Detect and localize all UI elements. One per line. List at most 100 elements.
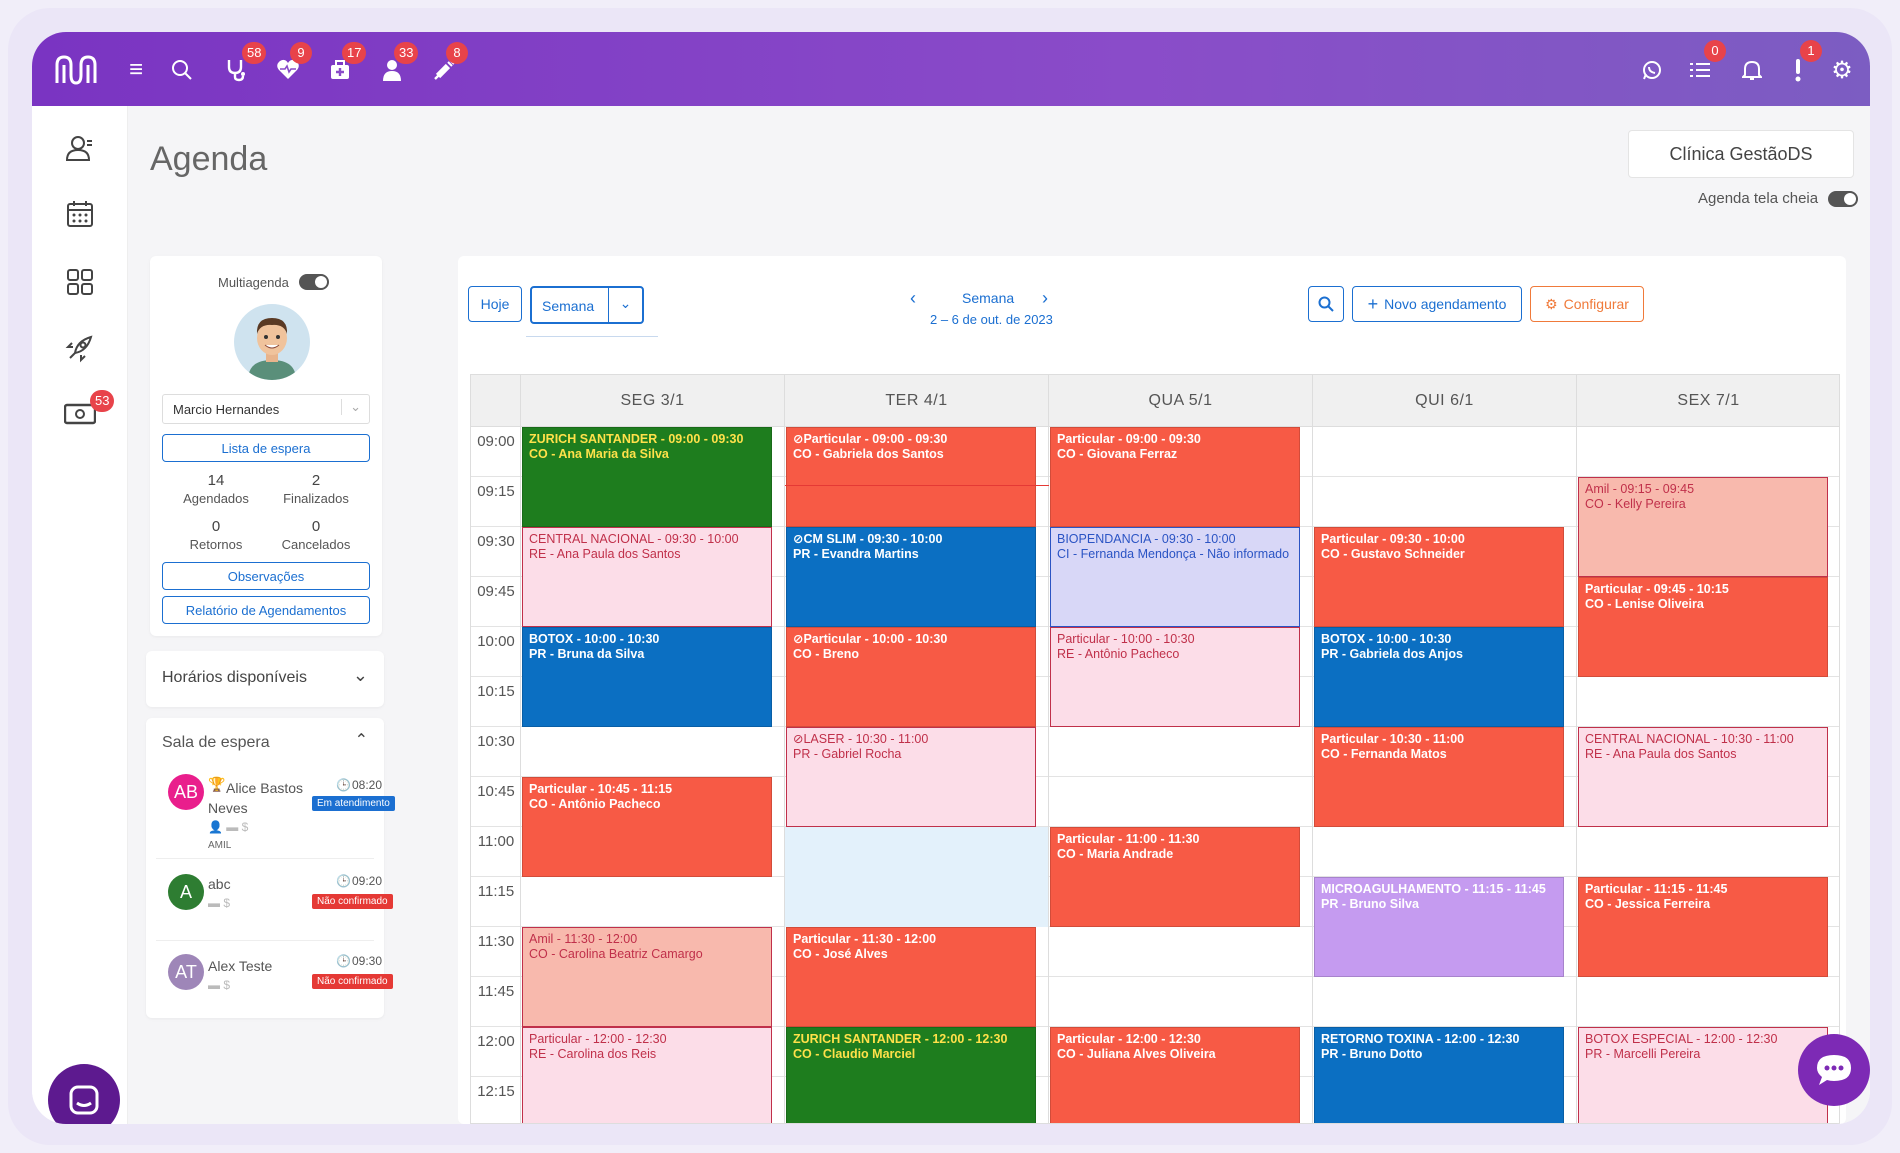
appointment-event[interactable]: ⊘Particular - 10:00 - 10:30 CO - Breno <box>786 627 1036 727</box>
day-header[interactable]: SEG 3/1 <box>521 375 785 427</box>
patient-time: 08:20 <box>352 778 383 792</box>
gear-icon[interactable]: ⚙ <box>1831 56 1853 84</box>
syringe-icon[interactable]: 8 <box>424 42 468 90</box>
column-divider <box>1576 427 1577 1123</box>
appointment-event[interactable]: Particular - 12:00 - 12:30 CO - Juliana A… <box>1050 1027 1300 1123</box>
appointment-event[interactable]: Particular - 11:00 - 11:30 CO - Maria And… <box>1050 827 1300 927</box>
doctor-badge: 33 <box>394 42 419 64</box>
waiting-patient-row[interactable]: A abc ▬ $ 🕒 09:20 Não confirmado <box>156 868 406 948</box>
appointment-event[interactable]: BIOPENDANCIA - 09:30 - 10:00 CI - Fernand… <box>1050 527 1300 627</box>
day-header[interactable]: QUI 6/1 <box>1313 375 1577 427</box>
bell-icon[interactable] <box>1732 50 1772 90</box>
appointment-event[interactable]: ⊘CM SLIM - 09:30 - 10:00 PR - Evandra Mar… <box>786 527 1036 627</box>
appointment-event[interactable]: Particular - 10:30 - 11:00 CO - Fernanda … <box>1314 727 1564 827</box>
new-appointment-button[interactable]: + Novo agendamento <box>1352 286 1522 322</box>
chevron-up-icon[interactable]: ⌃ <box>354 732 368 749</box>
sidebar-item-launch[interactable] <box>52 320 108 376</box>
status-badge: Não confirmado <box>312 894 393 909</box>
appointment-event[interactable]: CENTRAL NACIONAL - 10:30 - 11:00 RE - Ana… <box>1578 727 1828 827</box>
clinic-selector[interactable]: Clínica GestãoDS <box>1628 130 1854 178</box>
appointment-event[interactable]: Particular - 09:00 - 09:30 CO - Giovana F… <box>1050 427 1300 527</box>
rocket-icon <box>65 335 93 363</box>
sidebar-item-dashboard[interactable] <box>52 254 108 310</box>
appointment-event[interactable]: Particular - 09:30 - 10:00 CO - Gustavo S… <box>1314 527 1564 627</box>
sidebar-item-finance[interactable]: 53 <box>52 386 115 442</box>
config-label: Configurar <box>1563 296 1629 312</box>
notes-button[interactable]: Observações <box>162 562 370 590</box>
appointment-event[interactable]: ZURICH SANTANDER - 09:00 - 09:30 CO - Ana… <box>522 427 772 527</box>
waiting-patient-row[interactable]: AT Alex Teste ▬ $ 🕒 09:30 Não confirmado <box>156 948 406 1028</box>
doctor-select[interactable]: Marcio Hernandes ⌄ <box>162 394 370 424</box>
help-widget-button[interactable] <box>48 1064 120 1124</box>
next-week-icon[interactable]: › <box>1042 288 1048 308</box>
appointment-event[interactable]: Amil - 09:15 - 09:45 CO - Kelly Pereira <box>1578 477 1828 577</box>
chevron-down-icon: ⌄ <box>608 288 642 322</box>
alert-icon[interactable]: 1 <box>1778 40 1822 90</box>
appointment-event[interactable]: Particular - 11:30 - 12:00 CO - José Alve… <box>786 927 1036 1027</box>
appointment-event[interactable]: Particular - 10:45 - 11:15 CO - Antônio P… <box>522 777 772 877</box>
available-slot[interactable] <box>785 827 1049 927</box>
patient-name: Alice Bastos <box>226 780 304 796</box>
grid-icon <box>67 269 93 295</box>
clock-icon: 🕒 <box>336 954 351 968</box>
sidebar-item-calendar[interactable] <box>52 186 108 242</box>
appointment-title: Particular - 12:00 - 12:30 <box>1057 1032 1201 1046</box>
time-label: 09:00 <box>477 433 515 450</box>
patient-name-continued: Neves <box>208 800 248 816</box>
list-icon[interactable]: 0 <box>1680 40 1726 90</box>
heart-icon[interactable]: 9 <box>268 42 312 90</box>
search-icon[interactable] <box>162 50 202 90</box>
appointment-title: Particular - 10:45 - 11:15 <box>529 782 673 796</box>
new-appointment-label: Novo agendamento <box>1384 296 1507 312</box>
stethoscope-icon[interactable]: 58 <box>216 42 267 90</box>
available-hours-panel[interactable]: Horários disponíveis ⌄ <box>146 651 384 707</box>
doctor-icon[interactable]: 33 <box>372 42 419 90</box>
menu-icon[interactable]: ≡ <box>128 56 143 83</box>
day-header[interactable]: QUA 5/1 <box>1049 375 1313 427</box>
stat-finished-value: 2 <box>311 472 321 489</box>
multiagenda-toggle[interactable] <box>298 274 329 290</box>
logo-icon[interactable] <box>50 50 102 90</box>
appointment-event[interactable]: ZURICH SANTANDER - 12:00 - 12:30 CO - Cla… <box>786 1027 1036 1123</box>
period-range: 2 – 6 de out. de 2023 <box>930 312 1053 327</box>
time-label: 09:30 <box>477 533 515 550</box>
day-header[interactable]: TER 4/1 <box>785 375 1049 427</box>
appointment-event[interactable]: MICROAGULHAMENTO - 11:15 - 11:45 PR - Bru… <box>1314 877 1564 977</box>
waitlist-button[interactable]: Lista de espera <box>162 434 370 462</box>
appointment-event[interactable]: BOTOX ESPECIAL - 12:00 - 12:30 PR - Marce… <box>1578 1027 1828 1123</box>
appointment-event[interactable]: ⊘LASER - 10:30 - 11:00 PR - Gabriel Rocha <box>786 727 1036 827</box>
time-label: 10:15 <box>477 683 515 700</box>
config-button[interactable]: ⚙ Configurar <box>1530 286 1644 322</box>
day-header[interactable]: SEX 7/1 <box>1577 375 1839 427</box>
appointment-title: ⊘Particular - 10:00 - 10:30 <box>793 632 948 646</box>
time-label: 11:00 <box>477 833 515 850</box>
appointment-patient: CO - Maria Andrade <box>1057 847 1174 861</box>
report-button[interactable]: Relatório de Agendamentos <box>162 596 370 624</box>
appointment-event[interactable]: Particular - 10:00 - 10:30 RE - Antônio P… <box>1050 627 1300 727</box>
patient-name: Alex Teste <box>208 958 273 974</box>
calendar-search-button[interactable] <box>1308 286 1344 322</box>
appointment-event[interactable]: CENTRAL NACIONAL - 09:30 - 10:00 RE - Ana… <box>522 527 772 627</box>
appointment-title: Amil - 09:15 - 09:45 <box>1585 482 1695 496</box>
appointment-patient: PR - Bruna da Silva <box>529 647 645 661</box>
appointment-event[interactable]: BOTOX - 10:00 - 10:30 PR - Gabriela dos A… <box>1314 627 1564 727</box>
today-button[interactable]: Hoje <box>468 286 522 322</box>
prev-week-icon[interactable]: ‹ <box>910 288 916 308</box>
appointment-event[interactable]: Particular - 12:00 - 12:30 RE - Carolina … <box>522 1027 772 1123</box>
appointment-title: Particular - 09:45 - 10:15 <box>1585 582 1729 596</box>
appointment-title: ZURICH SANTANDER - 09:00 - 09:30 <box>529 432 744 446</box>
fullscreen-toggle[interactable] <box>1828 190 1859 207</box>
whatsapp-icon[interactable] <box>1632 50 1672 90</box>
medkit-icon[interactable]: 17 <box>320 42 367 90</box>
appointment-event[interactable]: Particular - 11:15 - 11:45 CO - Jessica F… <box>1578 877 1828 977</box>
view-select[interactable]: Semana ⌄ <box>530 286 644 324</box>
sidebar-item-patients[interactable] <box>52 120 108 176</box>
waiting-patient-row[interactable]: AB 🏆 Alice Bastos Neves 👤 ▬ $ AMIL 🕒 08:… <box>156 770 406 851</box>
time-label: 09:45 <box>477 583 515 600</box>
appointment-event[interactable]: BOTOX - 10:00 - 10:30 PR - Bruna da Silva <box>522 627 772 727</box>
appointment-event[interactable]: Amil - 11:30 - 12:00 CO - Carolina Beatri… <box>522 927 772 1027</box>
appointment-event[interactable]: RETORNO TOXINA - 12:00 - 12:30 PR - Bruno… <box>1314 1027 1564 1123</box>
appointment-event[interactable]: Particular - 09:45 - 10:15 CO - Lenise Ol… <box>1578 577 1828 677</box>
chat-button[interactable] <box>1798 1034 1870 1106</box>
appointment-event[interactable]: ⊘Particular - 09:00 - 09:30 CO - Gabriela… <box>786 427 1036 527</box>
